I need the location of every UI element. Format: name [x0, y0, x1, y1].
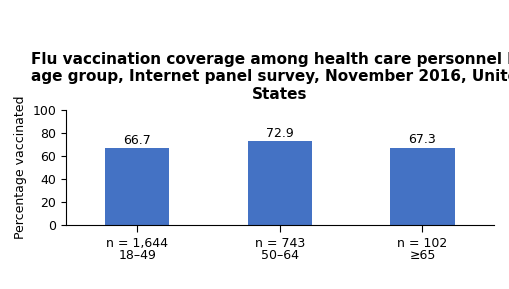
- Text: 67.3: 67.3: [409, 133, 436, 146]
- Text: n = 1,644: n = 1,644: [106, 237, 168, 250]
- Y-axis label: Percentage vaccinated: Percentage vaccinated: [14, 96, 27, 239]
- Text: 72.9: 72.9: [266, 127, 294, 140]
- Bar: [390, 148, 455, 225]
- Text: 18–49: 18–49: [119, 249, 156, 262]
- Text: 66.7: 66.7: [124, 134, 151, 147]
- Text: n = 743: n = 743: [255, 237, 305, 250]
- Text: ≥65: ≥65: [409, 249, 436, 262]
- Text: n = 102: n = 102: [398, 237, 447, 250]
- Bar: [248, 141, 312, 225]
- Bar: [105, 148, 169, 225]
- Title: Flu vaccination coverage among health care personnel by
age group, Internet pane: Flu vaccination coverage among health ca…: [31, 52, 509, 102]
- Text: 50–64: 50–64: [261, 249, 299, 262]
